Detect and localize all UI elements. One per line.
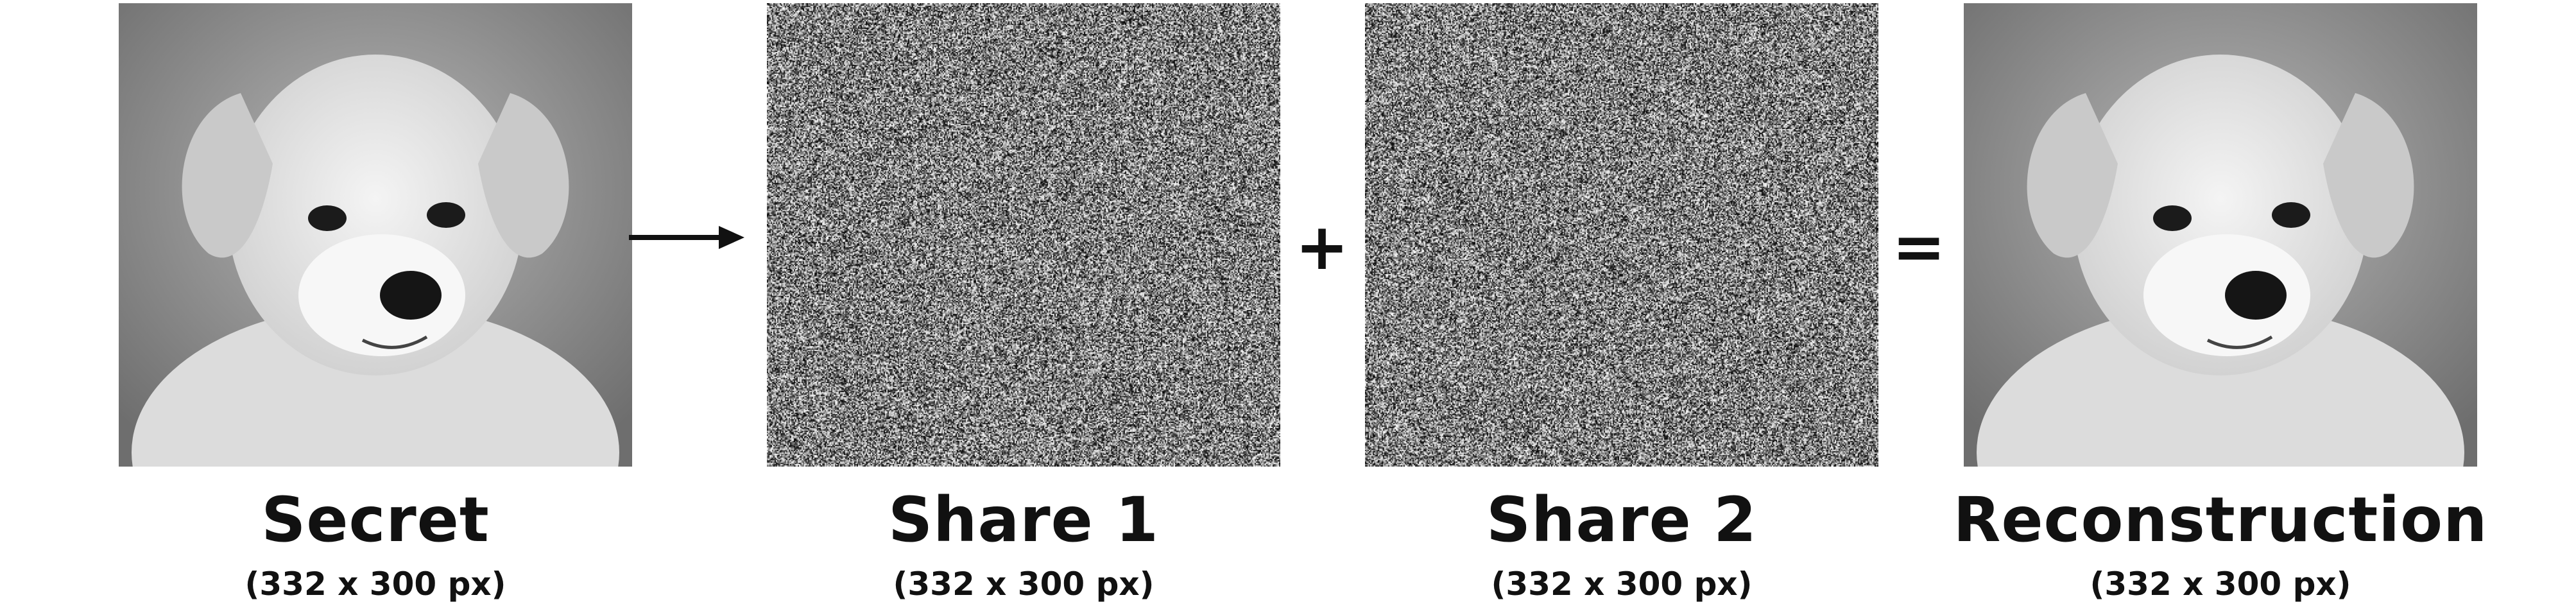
share2-size: (332 x 300 px) — [1491, 565, 1753, 603]
plus-sign: + — [1295, 209, 1349, 284]
share1-title: Share 1 — [888, 484, 1159, 556]
reconstruction-panel: Reconstruction (332 x 300 px) — [1953, 0, 2487, 611]
puppy-photo-icon — [1964, 3, 2477, 467]
noise-pattern-icon — [767, 3, 1280, 467]
share1-size: (332 x 300 px) — [893, 565, 1155, 603]
share1-panel: Share 1 (332 x 300 px) — [767, 0, 1280, 611]
reconstruction-image — [1964, 3, 2477, 467]
secret-panel: Secret (332 x 300 px) — [119, 0, 632, 611]
noise-pattern-icon — [1365, 3, 1878, 467]
share2-panel: Share 2 (332 x 300 px) — [1365, 0, 1878, 611]
reconstruction-title: Reconstruction — [1953, 484, 2488, 556]
secret-title: Secret — [261, 484, 490, 556]
puppy-photo-icon — [119, 3, 632, 467]
equals-sign: = — [1892, 209, 1946, 284]
secret-image — [119, 3, 632, 467]
share2-title: Share 2 — [1486, 484, 1757, 556]
share2-image — [1365, 3, 1878, 467]
share1-image — [767, 3, 1280, 467]
secret-size: (332 x 300 px) — [245, 565, 506, 603]
reconstruction-size: (332 x 300 px) — [2090, 565, 2351, 603]
arrow-right-icon — [629, 226, 744, 249]
